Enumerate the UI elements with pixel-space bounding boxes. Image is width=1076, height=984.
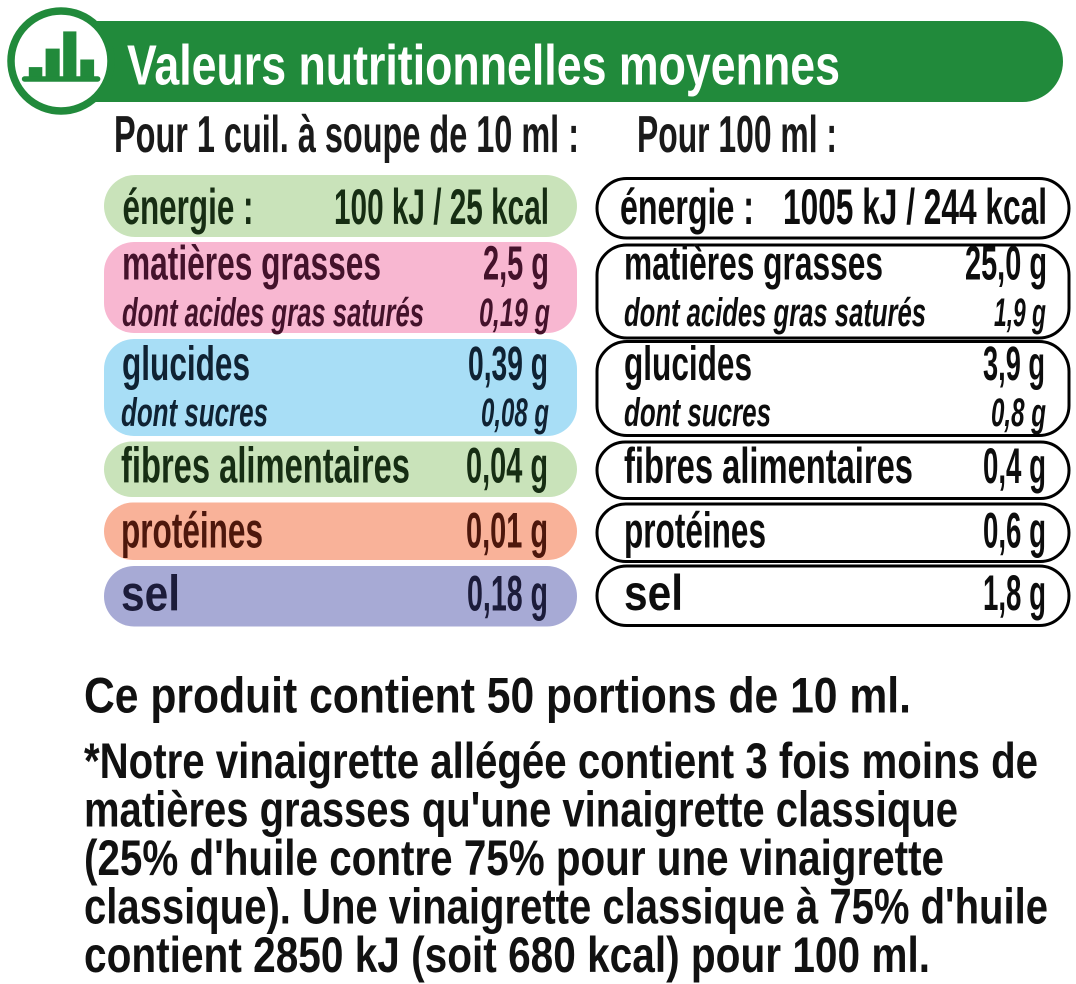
svg-text:énergie :: énergie : — [123, 178, 254, 235]
svg-text:Pour 100 ml :: Pour 100 ml : — [637, 105, 837, 163]
svg-text:matières grasses: matières grasses — [624, 237, 883, 291]
svg-text:0,8 g: 0,8 g — [991, 391, 1046, 435]
svg-text:3,9 g: 3,9 g — [983, 337, 1045, 391]
svg-text:0,19 g: 0,19 g — [479, 291, 550, 335]
svg-text:25,0 g: 25,0 g — [965, 237, 1047, 291]
svg-text:sel: sel — [121, 565, 180, 622]
svg-text:fibres alimentaires: fibres alimentaires — [121, 437, 410, 494]
svg-text:sel: sel — [624, 564, 683, 621]
svg-text:dont sucres: dont sucres — [121, 391, 268, 435]
svg-text:contient 2850 kJ (soit 680 kca: contient 2850 kJ (soit 680 kcal) pour 10… — [84, 926, 930, 983]
svg-text:Pour 1 cuil. à soupe de 10 ml: Pour 1 cuil. à soupe de 10 ml : — [114, 105, 579, 163]
svg-text:0,04 g: 0,04 g — [466, 437, 548, 494]
svg-text:classique). Une vinaigrette cl: classique). Une vinaigrette classique à … — [84, 878, 1048, 935]
svg-text:dont acides gras saturés: dont acides gras saturés — [624, 291, 926, 335]
svg-text:0,08 g: 0,08 g — [481, 391, 549, 435]
svg-text:0,01 g: 0,01 g — [466, 502, 548, 559]
svg-text:2,5 g: 2,5 g — [483, 237, 549, 291]
svg-text:protéines: protéines — [121, 502, 263, 559]
svg-text:0,4 g: 0,4 g — [983, 437, 1046, 494]
svg-text:(25% d'huile contre 75% pour u: (25% d'huile contre 75% pour une vinaigr… — [84, 829, 944, 886]
svg-text:glucides: glucides — [122, 337, 250, 391]
svg-text:Ce produit contient 50 portion: Ce produit contient 50 portions de 10 ml… — [84, 667, 911, 724]
svg-text:matières grasses: matières grasses — [122, 237, 381, 291]
svg-text:100 kJ / 25 kcal: 100 kJ / 25 kcal — [334, 178, 549, 235]
svg-text:1,8 g: 1,8 g — [983, 564, 1046, 621]
svg-text:Valeurs nutritionnelles moyenn: Valeurs nutritionnelles moyennes — [127, 34, 840, 98]
svg-text:1005 kJ / 244 kcal: 1005 kJ / 244 kcal — [783, 178, 1047, 235]
svg-text:1,9 g: 1,9 g — [994, 291, 1046, 335]
svg-text:0,39 g: 0,39 g — [468, 337, 548, 391]
svg-text:dont sucres: dont sucres — [624, 391, 771, 435]
svg-text:matières grasses qu'une vinaig: matières grasses qu'une vinaigrette clas… — [84, 781, 958, 838]
svg-text:0,6 g: 0,6 g — [983, 502, 1046, 559]
svg-text:énergie :: énergie : — [620, 178, 754, 235]
svg-text:dont acides gras saturés: dont acides gras saturés — [122, 291, 424, 335]
svg-text:glucides: glucides — [624, 337, 752, 391]
svg-text:protéines: protéines — [624, 502, 766, 559]
svg-text:*Notre vinaigrette allégée con: *Notre vinaigrette allégée contient 3 fo… — [84, 732, 1038, 789]
svg-text:0,18 g: 0,18 g — [467, 565, 548, 622]
svg-text:fibres alimentaires: fibres alimentaires — [624, 437, 913, 494]
